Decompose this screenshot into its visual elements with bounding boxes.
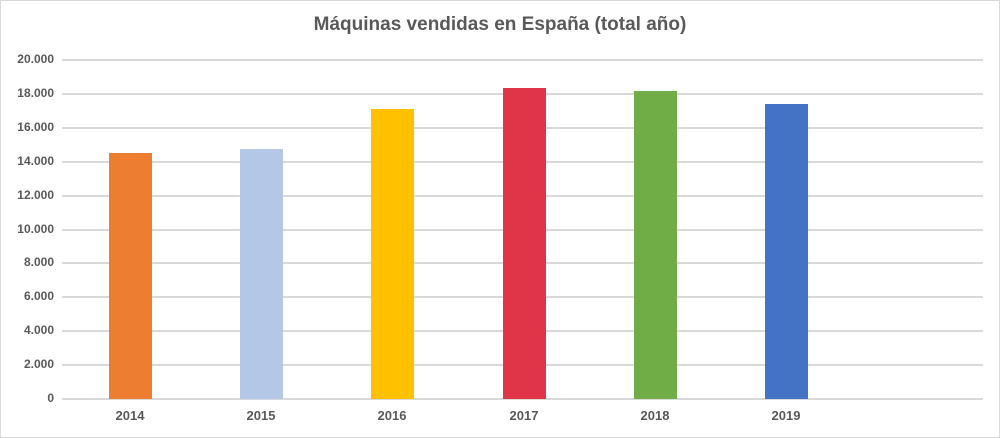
- y-tick-label: 8.000: [23, 255, 54, 270]
- bar-2019: [765, 104, 808, 399]
- gridline: [62, 59, 983, 61]
- x-tick-label: 2014: [115, 408, 145, 423]
- y-tick-label: 16.000: [17, 119, 54, 134]
- plot-area: [62, 59, 983, 400]
- y-tick-label: 0: [47, 391, 54, 405]
- bar-2015: [240, 149, 283, 399]
- y-tick-label: 12.000: [17, 187, 54, 202]
- y-tick-label: 18.000: [17, 85, 54, 100]
- gridline: [62, 398, 983, 400]
- x-tick-label: 2018: [640, 408, 670, 423]
- y-tick-label: 6.000: [23, 289, 54, 304]
- y-tick-label: 10.000: [17, 221, 54, 236]
- bar-2018: [634, 91, 677, 399]
- y-tick-label: 20.000: [17, 52, 54, 66]
- x-tick-label: 2019: [771, 408, 801, 423]
- y-tick-label: 2.000: [23, 357, 54, 372]
- y-tick-label: 14.000: [17, 153, 54, 168]
- y-tick-label: 4.000: [23, 323, 54, 338]
- x-tick-label: 2016: [377, 408, 407, 423]
- bar-2017: [503, 87, 546, 399]
- bar-2014: [109, 153, 152, 399]
- x-tick-label: 2015: [246, 408, 276, 423]
- chart-title: Máquinas vendidas en España (total año): [313, 14, 687, 35]
- x-tick-label: 2017: [509, 408, 539, 423]
- bar-2016: [371, 109, 414, 399]
